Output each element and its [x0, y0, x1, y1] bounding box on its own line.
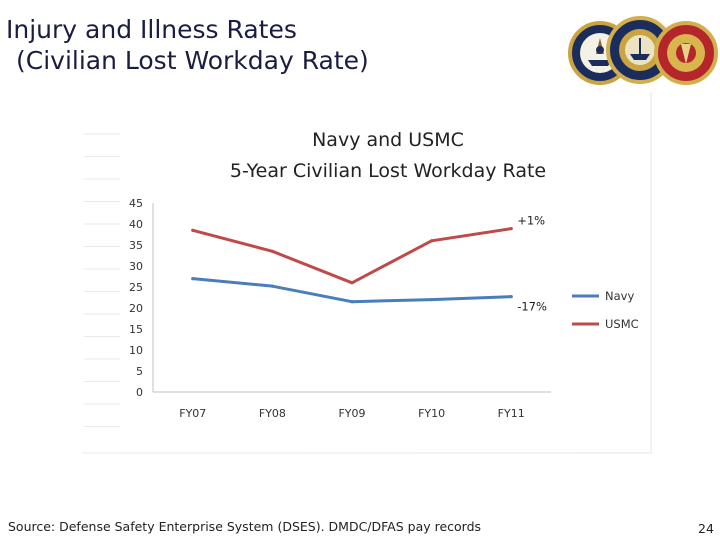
y-tick-label: 5	[136, 365, 143, 378]
y-tick-label: 40	[129, 218, 143, 231]
data-point-usmc	[191, 228, 195, 232]
series-end-labels: -17% +1%	[517, 214, 547, 314]
x-tick-label: FY09	[338, 407, 365, 420]
legend-label-navy: Navy	[605, 289, 634, 303]
y-tick-label: 35	[129, 239, 143, 252]
x-tick-label: FY11	[498, 407, 525, 420]
y-tick-label: 45	[129, 197, 143, 210]
x-tick-label: FY08	[259, 407, 286, 420]
chart-legend: Navy USMC	[572, 289, 639, 331]
y-tick-label: 10	[129, 344, 143, 357]
data-point-usmc	[350, 281, 354, 285]
data-point-navy	[350, 300, 354, 304]
slide-title: Injury and Illness Rates (Civilian Lost …	[6, 14, 526, 76]
department-seals	[568, 16, 718, 85]
data-point-navy	[270, 284, 274, 288]
marine-corps-seal-icon	[654, 21, 718, 85]
data-point-usmc	[430, 239, 434, 243]
y-axis-ticks: 0 5 10 15 20 25 30 35 40 45	[129, 197, 143, 399]
line-chart: Navy and USMC 5-Year Civilian Lost Workd…	[82, 92, 650, 452]
data-point-navy	[509, 295, 513, 299]
chart-edge-marks	[84, 133, 120, 427]
data-point-usmc	[270, 249, 274, 253]
y-tick-label: 15	[129, 323, 143, 336]
series-lines	[191, 227, 513, 304]
data-point-navy	[191, 277, 195, 281]
page-number: 24	[698, 521, 714, 536]
end-label-navy: -17%	[517, 300, 547, 314]
source-note: Source: Defense Safety Enterprise System…	[8, 519, 482, 534]
slide-title-line2: (Civilian Lost Workday Rate)	[16, 46, 369, 75]
x-tick-label: FY07	[179, 407, 206, 420]
y-tick-label: 0	[136, 386, 143, 399]
end-label-usmc: +1%	[517, 214, 545, 228]
x-axis-ticks: FY07 FY08 FY09 FY10 FY11	[179, 407, 524, 420]
chart-title-line1: Navy and USMC	[312, 129, 464, 151]
y-tick-label: 20	[129, 302, 143, 315]
chart-title-line2: 5-Year Civilian Lost Workday Rate	[230, 160, 546, 182]
y-tick-label: 30	[129, 260, 143, 273]
y-tick-label: 25	[129, 281, 143, 294]
data-point-usmc	[509, 227, 513, 231]
legend-label-usmc: USMC	[605, 317, 639, 331]
x-tick-label: FY10	[418, 407, 445, 420]
data-point-navy	[430, 298, 434, 302]
slide-title-line1: Injury and Illness Rates	[6, 15, 297, 44]
